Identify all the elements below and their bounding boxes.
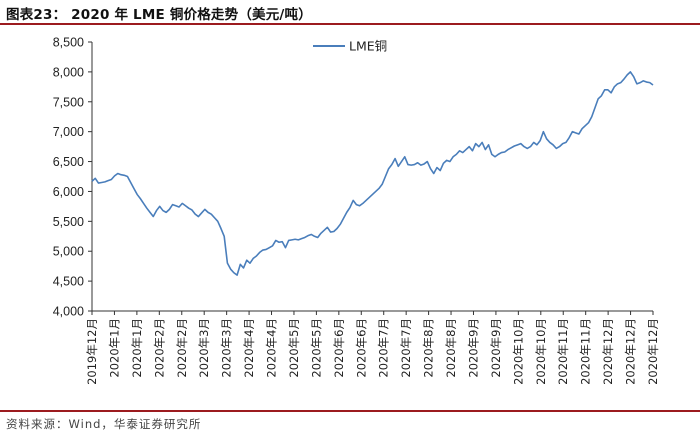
- x-tick-label: 2020年12月: [646, 318, 660, 385]
- x-tick-label: 2020年3月: [220, 318, 234, 378]
- figure-title: 图表23： 2020 年 LME 铜价格走势（美元/吨）: [6, 7, 312, 23]
- y-tick-label: 7,500: [53, 95, 84, 109]
- y-tick-label: 5,000: [53, 245, 84, 259]
- bottom-divider: [0, 410, 700, 412]
- x-tick-label: 2020年11月: [556, 318, 570, 385]
- x-tick-label: 2020年10月: [511, 318, 525, 385]
- y-tick-label: 8,000: [53, 65, 84, 79]
- y-tick-label: 8,500: [53, 36, 84, 50]
- x-tick-label: 2020年11月: [579, 318, 593, 385]
- x-axis: 2019年12月 2020年1月 2020年1月 2020年2月 2020年2月 2020…: [85, 310, 660, 385]
- y-axis: 4,000 4,500 5,000 5,500 6,000 6,500 7,000 7,500…: [53, 36, 93, 319]
- x-tick-label: 2020年6月: [332, 318, 346, 378]
- y-tick-label: 4,000: [53, 305, 84, 319]
- x-tick-label: 2020年6月: [354, 318, 368, 378]
- y-tick-label: 4,500: [53, 275, 84, 289]
- y-tick-label: 7,000: [53, 125, 84, 139]
- x-tick-label: 2020年9月: [489, 318, 503, 378]
- x-tick-label: 2020年1月: [107, 318, 121, 378]
- legend-label: LME铜: [349, 39, 387, 54]
- x-tick-label: 2020年3月: [197, 318, 211, 378]
- series-line-lme-copper: [91, 71, 654, 276]
- x-tick-label: 2020年5月: [287, 318, 301, 378]
- x-tick-label: 2020年7月: [399, 318, 413, 378]
- source-note: 资料来源：Wind，华泰证券研究所: [6, 417, 202, 431]
- x-tick-label: 2020年10月: [534, 318, 548, 385]
- y-tick-label: 6,000: [53, 185, 84, 199]
- y-tick-label: 6,500: [53, 155, 84, 169]
- x-tick-label: 2020年5月: [309, 318, 323, 378]
- y-tick-label: 5,500: [53, 215, 84, 229]
- x-tick-label: 2020年12月: [601, 318, 615, 385]
- x-tick-label: 2020年8月: [422, 318, 436, 378]
- legend: LME铜: [313, 39, 387, 54]
- x-tick-label: 2020年7月: [377, 318, 391, 378]
- x-tick-label: 2020年2月: [152, 318, 166, 378]
- x-tick-label: 2020年4月: [265, 318, 279, 378]
- x-tick-label: 2020年9月: [466, 318, 480, 378]
- chart: 4,000 4,500 5,000 5,500 6,000 6,500 7,000 7,500…: [53, 36, 660, 385]
- x-tick-label: 2020年12月: [624, 318, 638, 385]
- x-tick-label: 2019年12月: [85, 318, 99, 385]
- x-tick-label: 2020年2月: [175, 318, 189, 378]
- x-tick-label: 2020年8月: [444, 318, 458, 378]
- top-divider: [0, 23, 700, 25]
- x-tick-label: 2020年1月: [130, 318, 144, 378]
- x-tick-label: 2020年4月: [242, 318, 256, 378]
